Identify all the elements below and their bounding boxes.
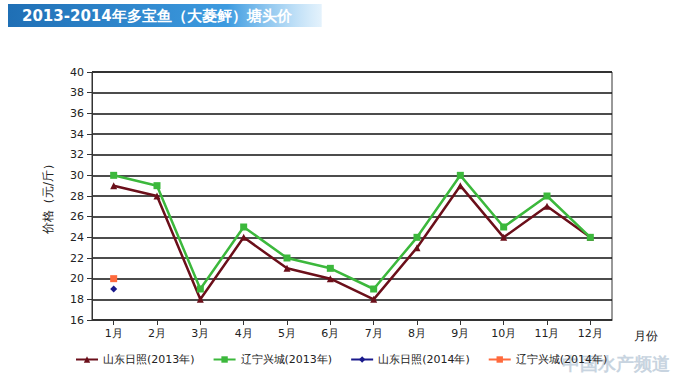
svg-text:6月: 6月 [321,327,339,340]
svg-text:中国水产频道: 中国水产频道 [562,352,670,374]
svg-text:40: 40 [70,66,84,79]
svg-text:11月: 11月 [535,327,560,340]
svg-text:30: 30 [70,169,84,182]
svg-text:36: 36 [70,107,84,120]
svg-text:26: 26 [70,210,84,223]
svg-text:8月: 8月 [408,327,426,340]
svg-text:5月: 5月 [278,327,296,340]
svg-text:1月: 1月 [105,327,123,340]
svg-text:2013-2014年多宝鱼（大菱鲆）塘头价: 2013-2014年多宝鱼（大菱鲆）塘头价 [22,7,293,25]
svg-text:28: 28 [70,190,84,203]
svg-text:16: 16 [70,314,84,327]
svg-text:32: 32 [70,148,84,161]
svg-text:9月: 9月 [451,327,469,340]
svg-text:3月: 3月 [191,327,209,340]
svg-text:山东日照(2013年): 山东日照(2013年) [103,353,195,366]
svg-text:月份: 月份 [634,329,658,343]
svg-text:38: 38 [70,86,84,99]
svg-text:辽宁兴城(2014年): 辽宁兴城(2014年) [516,353,608,366]
svg-text:山东日照(2014年): 山东日照(2014年) [378,353,470,366]
svg-text:12月: 12月 [578,327,603,340]
svg-text:价格（元/斤）: 价格（元/斤） [41,158,55,235]
svg-text:20: 20 [70,272,84,285]
svg-text:22: 22 [70,252,84,265]
svg-text:24: 24 [70,231,84,244]
svg-text:4月: 4月 [235,327,253,340]
svg-text:10月: 10月 [491,327,516,340]
svg-text:7月: 7月 [365,327,383,340]
svg-text:辽宁兴城(2013年): 辽宁兴城(2013年) [241,353,333,366]
svg-text:2月: 2月 [148,327,166,340]
svg-text:34: 34 [70,128,84,141]
svg-text:18: 18 [70,293,84,306]
